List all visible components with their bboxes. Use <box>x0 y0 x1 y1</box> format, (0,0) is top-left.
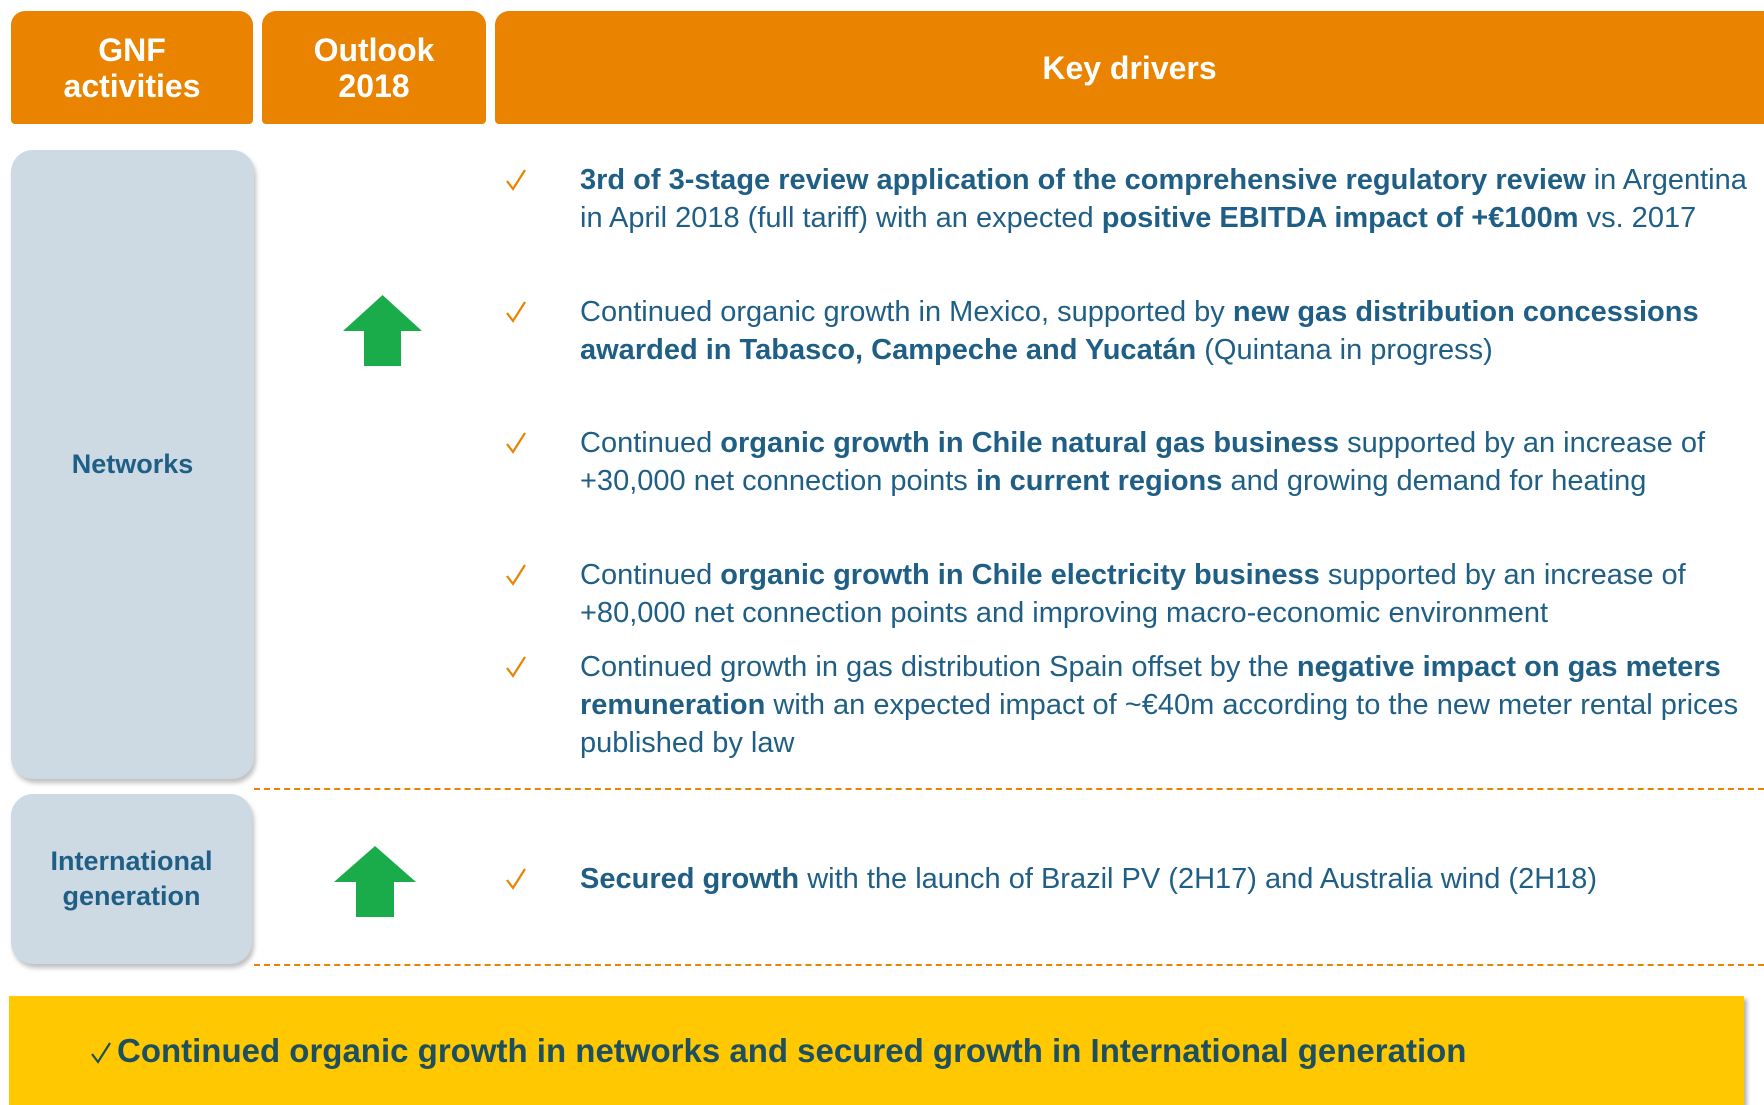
bullet-text: positive EBITDA impact of +€100m <box>1101 202 1579 234</box>
bullet-text: negative impact on gas meters remunerati… <box>580 651 1721 721</box>
bullet-text: Continued growth in gas distribution Spa… <box>580 651 1297 683</box>
conclusion-text: Continued organic growth in networks and… <box>91 1032 1466 1070</box>
check-icon <box>506 432 526 454</box>
divider <box>254 788 1764 790</box>
header-cell: Outlook 2018 <box>262 11 486 124</box>
header-cell: Key drivers <box>495 11 1764 124</box>
check-icon <box>506 656 526 678</box>
bullet: Continued growth in gas distribution Spa… <box>506 648 1760 762</box>
check-icon <box>506 169 526 191</box>
bullet-text: organic growth in Chile electricity busi… <box>720 559 1320 591</box>
bullet: 3rd of 3-stage review application of the… <box>506 161 1760 237</box>
bullet-text: vs. 2017 <box>1578 202 1697 234</box>
check-icon <box>506 564 526 586</box>
check-icon <box>506 868 526 890</box>
bullet: Secured growth with the launch of Brazil… <box>506 860 1760 898</box>
bullet-text: in current regions <box>975 465 1223 497</box>
bullet-text: and growing demand for heating <box>1222 465 1647 497</box>
bullet-text: (Quintana in progress) <box>1196 334 1493 366</box>
row-label: International generation <box>11 794 252 964</box>
header-cell: GNF activities <box>11 11 253 124</box>
conclusion-box: Continued organic growth in networks and… <box>9 996 1744 1105</box>
bullet-text: Secured growth <box>580 863 800 895</box>
bullet-text: supported by an increase of +30,000 net … <box>580 427 1706 497</box>
bullet: Continued organic growth in Mexico, supp… <box>506 293 1760 369</box>
bullet-text: with an expected impact of ~€40m accordi… <box>580 689 1739 759</box>
row-label: Networks <box>11 150 254 779</box>
bullet-text: 3rd of 3-stage review application of the… <box>580 164 1586 196</box>
bullet-text: with the launch of Brazil PV (2H17) and … <box>799 863 1598 895</box>
check-icon <box>91 1042 111 1064</box>
bullet-text: organic growth in Chile natural gas busi… <box>720 427 1340 459</box>
up-arrow <box>334 846 416 917</box>
bullet-text: Continued <box>580 427 721 459</box>
bullet-text: Continued organic growth in Mexico, supp… <box>580 296 1233 328</box>
bullet-text: Continued <box>580 559 721 591</box>
bullet-text: in Argentina in April 2018 (full tariff)… <box>580 164 1747 234</box>
bullet-text: supported by an increase of +80,000 net … <box>580 559 1686 629</box>
check-icon <box>506 301 526 323</box>
up-arrow <box>343 295 422 366</box>
bullet: Continued organic growth in Chile natura… <box>506 424 1760 500</box>
bullet-text: new gas distribution concessions awarded… <box>580 296 1699 366</box>
bullet: Continued organic growth in Chile electr… <box>506 556 1760 632</box>
divider <box>254 964 1764 966</box>
